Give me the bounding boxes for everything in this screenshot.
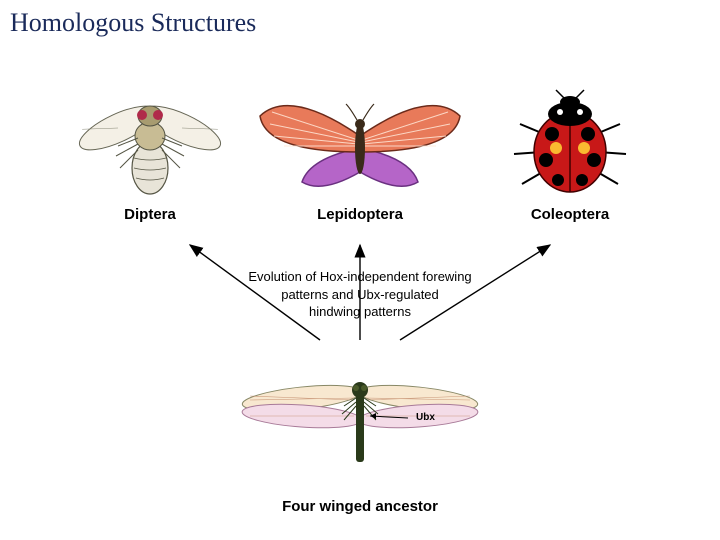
caption-line1: Evolution of Hox-independent forewing [248, 269, 471, 284]
coleoptera-slot: Coleoptera [490, 80, 650, 223]
caption-line3: hindwing patterns [309, 304, 411, 319]
diptera-label: Diptera [70, 206, 230, 223]
diptera-slot: Diptera [70, 80, 230, 223]
caption-line2: patterns and Ubx-regulated [281, 287, 439, 302]
ancestor-slot: Four winged ancestor [230, 358, 490, 515]
lepidoptera-icon [250, 80, 470, 200]
coleoptera-label: Coleoptera [490, 206, 650, 223]
page-title: Homologous Structures [10, 8, 256, 38]
evolution-caption: Evolution of Hox-independent forewing pa… [230, 268, 490, 321]
lepidoptera-label: Lepidoptera [250, 206, 470, 223]
diagram-container: Diptera Lepidoptera [60, 70, 660, 530]
ubx-tag: Ubx [416, 412, 435, 423]
ancestor-icon [230, 358, 490, 468]
coleoptera-icon [490, 80, 650, 200]
diptera-icon [70, 80, 230, 200]
lepidoptera-slot: Lepidoptera [250, 80, 470, 223]
ancestor-label: Four winged ancestor [230, 498, 490, 515]
